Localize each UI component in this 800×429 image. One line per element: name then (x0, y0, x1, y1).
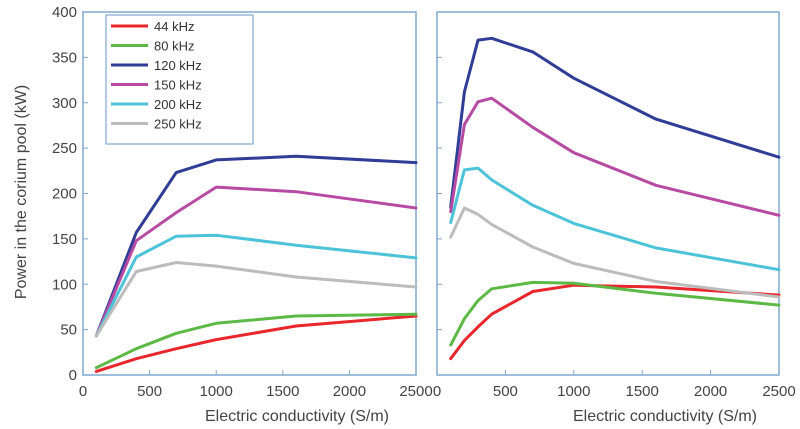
x-tick-label: 500 (137, 383, 162, 400)
right-panel: 0 500 1000 1500 2000 2500 (433, 11, 796, 400)
y-axis-title-group: Power in the corium pool (kW) (13, 85, 30, 299)
legend-label: 120 kHz (154, 58, 202, 73)
y-tick-label: 400 (52, 4, 77, 21)
series-line (449, 283, 781, 361)
x-tick-label: 500 (493, 383, 518, 400)
y-tick-label: 250 (52, 140, 77, 157)
x-tick-label: 1000 (557, 383, 590, 400)
x-axis-title-right: Electric conductivity (S/m) (573, 408, 757, 425)
series-line (449, 166, 781, 272)
legend-label: 200 kHz (154, 97, 202, 112)
series-line (449, 36, 781, 209)
y-tick-label: 0 (69, 367, 77, 384)
x-tick-label: 0 (79, 383, 87, 400)
y-tick-label: 150 (52, 231, 77, 248)
legend-label: 250 kHz (154, 117, 202, 132)
x-tick-label: 1000 (200, 383, 233, 400)
legend-label: 150 kHz (154, 78, 202, 93)
y-tick-label: 350 (52, 49, 77, 66)
series-line (94, 312, 418, 370)
series-line (94, 233, 418, 338)
y-axis-title: Power in the corium pool (kW) (13, 85, 30, 299)
x-axis-title-left: Electric conductivity (S/m) (205, 408, 389, 425)
series-line (94, 314, 418, 373)
x-tick-label: 2500 (399, 383, 432, 400)
x-tick-label: 1500 (266, 383, 299, 400)
x-tick-label: 2000 (333, 383, 366, 400)
series-line (94, 154, 418, 338)
y-tick-label: 100 (52, 276, 77, 293)
series-line (94, 261, 418, 338)
x-tick-label: 0 (433, 383, 441, 400)
x-tick-label: 2000 (694, 383, 727, 400)
x-tick-label: 1500 (626, 383, 659, 400)
legend-box (105, 14, 254, 145)
legend: 44 kHz 80 kHz 120 kHz 150 kHz 200 kHz 250 kHz (105, 14, 254, 145)
y-tick-label: 50 (60, 322, 77, 339)
legend-label: 80 kHz (154, 39, 194, 54)
x-tick-label: 2500 (762, 383, 795, 400)
y-tick-label: 300 (52, 95, 77, 112)
series-line (449, 206, 781, 299)
plot-frame (436, 11, 780, 376)
series-line (449, 280, 781, 347)
series-line (94, 185, 418, 338)
series-line (449, 96, 781, 217)
y-tick-label: 200 (52, 186, 77, 203)
legend-label: 44 kHz (154, 19, 194, 34)
